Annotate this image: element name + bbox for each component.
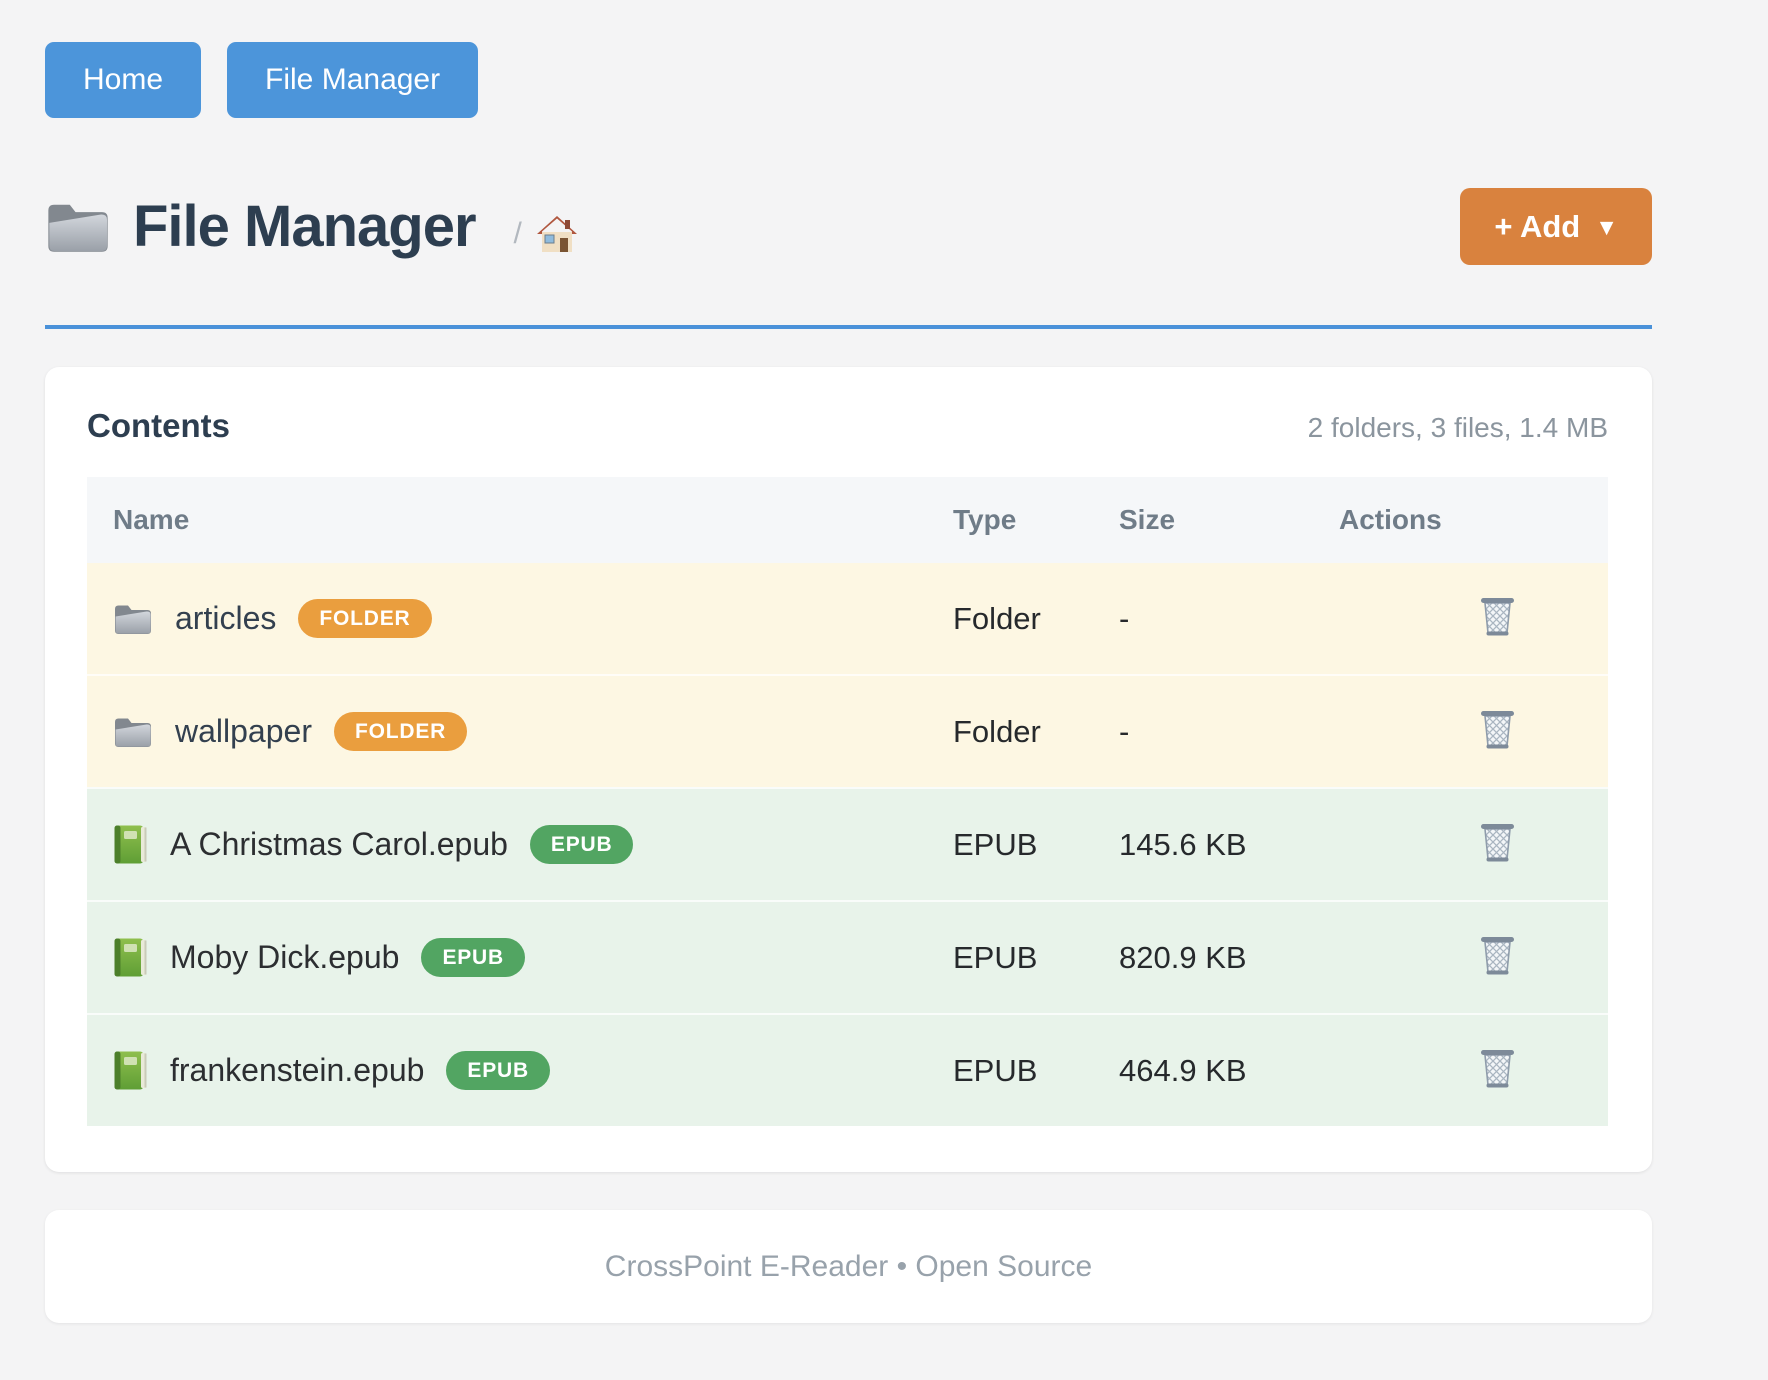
table-row: Moby Dick.epub EPUB EPUB 820.9 KB [87,900,1608,1013]
folder-icon [113,714,153,750]
header-divider [45,325,1652,329]
house-icon[interactable] [536,214,578,254]
item-size: - [1119,563,1339,674]
item-name-link[interactable]: A Christmas Carol.epub [170,826,508,862]
trash-icon [1479,708,1516,750]
item-size: - [1119,674,1339,787]
folder-badge: FOLDER [333,712,468,751]
item-type: EPUB [953,900,1119,1013]
delete-button[interactable] [1479,1047,1516,1089]
footer: CrossPoint E-Reader • Open Source [45,1210,1652,1323]
folder-badge: FOLDER [298,599,432,638]
item-name-link[interactable]: Moby Dick.epub [170,939,400,975]
trash-icon [1479,595,1516,637]
item-size: 145.6 KB [1119,787,1339,900]
column-header-type: Type [953,477,1119,563]
add-button[interactable]: + Add ▼ [1460,188,1652,265]
item-size: 820.9 KB [1119,900,1339,1013]
contents-card: Contents 2 folders, 3 files, 1.4 MB Name… [45,367,1652,1172]
contents-summary: 2 folders, 3 files, 1.4 MB [1307,412,1608,443]
book-icon [113,937,148,978]
delete-button[interactable] [1479,821,1516,863]
column-header-size: Size [1119,477,1339,563]
footer-text: CrossPoint E-Reader • Open Source [604,1249,1093,1283]
item-size: 464.9 KB [1119,1013,1339,1126]
folder-icon [45,199,111,255]
trash-icon [1479,821,1516,863]
epub-badge: EPUB [421,938,525,977]
contents-title: Contents [87,407,230,444]
epub-badge: EPUB [529,825,634,864]
page: Home File Manager File Manager / + Add ▼… [45,42,1652,1323]
column-header-name: Name [87,477,953,563]
folder-icon [113,601,153,637]
page-title: File Manager [133,194,477,259]
chevron-down-icon: ▼ [1595,214,1618,240]
delete-button[interactable] [1479,595,1516,637]
table-row: articles FOLDER Folder - [87,563,1608,674]
breadcrumb: / [514,214,578,254]
contents-card-header: Contents 2 folders, 3 files, 1.4 MB [87,407,1608,445]
file-manager-button[interactable]: File Manager [227,42,479,118]
delete-button[interactable] [1479,708,1516,750]
trash-icon [1479,1047,1516,1089]
breadcrumb-separator: / [513,216,522,250]
book-icon [113,1050,148,1091]
table-row: wallpaper FOLDER Folder - [87,674,1608,787]
item-type: Folder [953,563,1119,674]
book-icon [113,824,148,865]
column-header-actions: Actions [1339,477,1608,563]
item-name-link[interactable]: articles [175,600,277,636]
trash-icon [1479,934,1516,976]
file-table: Name Type Size Actions articles FOLDER [87,477,1608,1126]
item-type: EPUB [953,1013,1119,1126]
top-nav: Home File Manager [45,42,1652,118]
epub-badge: EPUB [446,1051,550,1090]
title-wrap: File Manager / [45,193,578,260]
add-button-label: + Add [1494,209,1581,244]
item-type: EPUB [953,787,1119,900]
table-row: frankenstein.epub EPUB EPUB 464.9 KB [87,1013,1608,1126]
home-button[interactable]: Home [45,42,202,118]
item-name-link[interactable]: wallpaper [175,713,312,749]
table-row: A Christmas Carol.epub EPUB EPUB 145.6 K… [87,787,1608,900]
delete-button[interactable] [1479,934,1516,976]
item-name-link[interactable]: frankenstein.epub [170,1052,425,1088]
item-type: Folder [953,674,1119,787]
table-header-row: Name Type Size Actions [87,477,1608,563]
page-header: File Manager / + Add ▼ [45,188,1652,265]
